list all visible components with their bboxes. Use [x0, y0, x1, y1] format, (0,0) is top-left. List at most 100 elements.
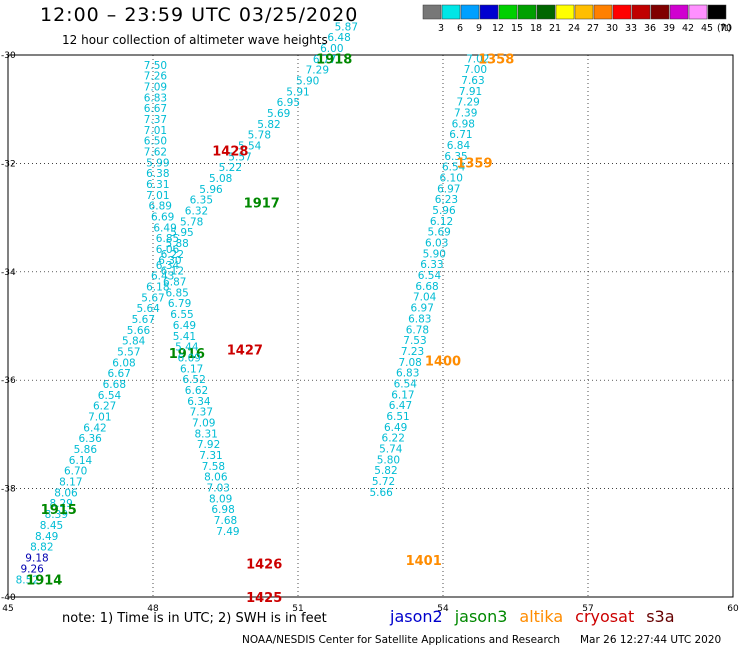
swh-value: 8.06: [204, 472, 228, 484]
swh-value: 6.68: [103, 379, 126, 391]
swh-value: 6.83: [396, 368, 419, 380]
swh-value: 6.12: [430, 216, 453, 228]
swh-value: 7.91: [459, 86, 482, 98]
swh-value: 6.77: [313, 54, 336, 66]
swh-value: 7.01: [88, 412, 111, 424]
colorbar-swatch: [441, 4, 461, 20]
x-tick-label: 45: [2, 604, 13, 614]
swh-value: 6.97: [411, 303, 434, 315]
swh-value: 5.86: [74, 444, 98, 456]
swh-value: 5.54: [238, 141, 262, 153]
swh-value: 5.57: [117, 346, 140, 358]
swh-value: 6.48: [327, 32, 350, 44]
x-tick-label: 60: [727, 604, 739, 614]
legend-item-s3a: s3a: [646, 607, 675, 626]
swh-value: 8.06: [54, 487, 78, 499]
swh-value: 7.00: [464, 64, 487, 76]
swh-value: 7.37: [144, 114, 167, 126]
swh-value: 7.37: [190, 407, 213, 419]
chart-subtitle: 12 hour collection of altimeter wave hei…: [62, 33, 328, 47]
swh-value: 7.26: [144, 71, 168, 83]
colorbar-label: 12: [492, 23, 504, 34]
swh-value: 6.35: [190, 195, 213, 207]
y-tick-label: -40: [1, 593, 16, 603]
swh-value: 7.63: [461, 75, 484, 87]
colorbar-swatch: [612, 4, 632, 20]
swh-value: 5.78: [180, 216, 203, 228]
swh-value: 5.80: [377, 454, 400, 466]
swh-value: 6.17: [391, 389, 414, 401]
swh-value: 5.41: [173, 331, 196, 343]
swh-value: 6.79: [168, 298, 191, 310]
swh-value: 5.88: [165, 238, 188, 250]
swh-value: 5.22: [219, 162, 242, 174]
swh-value: 6.71: [449, 129, 472, 141]
swh-value: 6.98: [211, 504, 234, 516]
satellite-legend: jason2 jason3 altika cryosat s3a: [390, 607, 687, 626]
colorbar-swatch: [669, 4, 689, 20]
legend-item-cryosat: cryosat: [575, 607, 635, 626]
swh-value: 6.85: [156, 233, 179, 245]
y-tick-label: -32: [1, 159, 16, 169]
colorbar-swatch: [688, 4, 708, 20]
colorbar-swatch: [707, 4, 727, 20]
swh-value: 6.27: [93, 401, 116, 413]
colorbar-label: 33: [625, 23, 637, 34]
swh-value: 5.67: [141, 292, 164, 304]
swh-value: 5.82: [374, 465, 397, 477]
swh-value: 6.42: [83, 422, 106, 434]
swh-value: 7.08: [398, 357, 421, 369]
pass-time-label: 1400: [425, 355, 461, 370]
swh-value: 5.87: [335, 21, 358, 33]
x-tick-label: 51: [292, 604, 303, 614]
colorbar-swatch: [555, 4, 575, 20]
colorbar-label: 3: [438, 23, 444, 34]
colorbar-label: 27: [587, 23, 599, 34]
swh-value: 7.09: [192, 417, 215, 429]
swh-value: 6.83: [408, 313, 431, 325]
swh-value: 7.29: [456, 97, 479, 109]
pass-time-label: 1426: [246, 557, 282, 572]
swh-value: 7.68: [214, 515, 237, 527]
swh-value: 6.17: [180, 363, 203, 375]
chart-title: 12:00 – 23:59 UTC 03/25/2020: [40, 4, 359, 26]
credit-timestamp: Mar 26 12:27:44 UTC 2020: [580, 634, 722, 646]
swh-value: 6.08: [112, 357, 135, 369]
swh-value: 6.83: [144, 92, 167, 104]
colorbar-swatch: [517, 4, 537, 20]
pass-time-label: 1425: [246, 591, 282, 606]
swh-value: 9.18: [25, 552, 48, 564]
colorbar-label: 70: [720, 23, 732, 34]
legend-item-jason3: jason3: [454, 607, 508, 626]
swh-value: 6.38: [146, 168, 169, 180]
swh-value: 6.09: [178, 352, 201, 364]
swh-value: 6.55: [170, 309, 193, 321]
swh-value: 6.70: [64, 466, 87, 478]
swh-value: 5.64: [136, 303, 160, 315]
swh-value: 5.95: [170, 227, 193, 239]
swh-value: 6.49: [173, 320, 196, 332]
swh-value: 5.96: [432, 205, 456, 217]
pass-time-label: 1427: [227, 343, 263, 358]
y-tick-label: -36: [1, 376, 16, 386]
swh-value: 8.31: [194, 428, 217, 440]
colorbar-swatch: [498, 4, 518, 20]
swh-value: 6.47: [389, 400, 412, 412]
x-tick-label: 54: [437, 604, 449, 614]
swh-value: 6.23: [435, 194, 458, 206]
swh-value: 5.90: [423, 248, 446, 260]
swh-value: 8.49: [35, 531, 58, 543]
y-tick-label: -34: [1, 268, 16, 278]
swh-value: 6.49: [153, 222, 176, 234]
swh-value: 5.66: [127, 325, 151, 337]
plot-frame: [7, 54, 734, 598]
colorbar-swatch: [631, 4, 651, 20]
swh-value: 5.90: [296, 75, 319, 87]
colorbar-label: 30: [606, 23, 618, 34]
swh-value: 6.97: [437, 183, 460, 195]
colorbar-label: 42: [682, 23, 694, 34]
swh-value: 6.98: [452, 118, 475, 130]
pass-time-label: 1401: [406, 554, 442, 569]
colorbar-label: 21: [549, 23, 561, 34]
swh-value: 6.22: [382, 433, 405, 445]
